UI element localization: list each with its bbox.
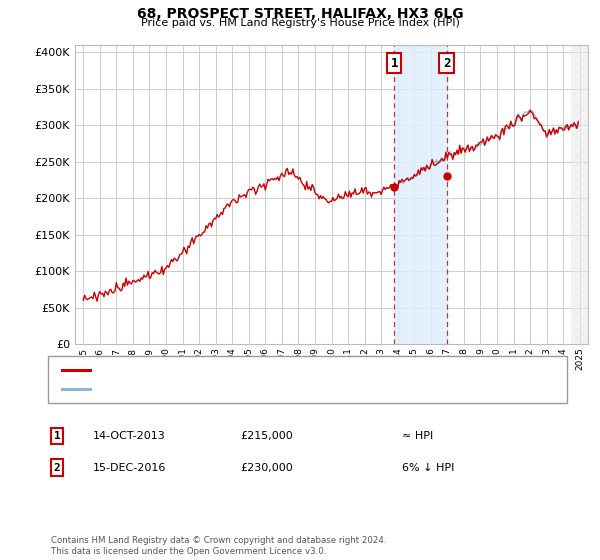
Text: 68, PROSPECT STREET, HALIFAX, HX3 6LG (detached house): 68, PROSPECT STREET, HALIFAX, HX3 6LG (d… <box>96 365 409 375</box>
Text: 68, PROSPECT STREET, HALIFAX, HX3 6LG: 68, PROSPECT STREET, HALIFAX, HX3 6LG <box>137 7 463 21</box>
Text: ≈ HPI: ≈ HPI <box>402 431 433 441</box>
Text: 1: 1 <box>53 431 61 441</box>
Text: 1: 1 <box>391 57 398 70</box>
Text: Price paid vs. HM Land Registry's House Price Index (HPI): Price paid vs. HM Land Registry's House … <box>140 18 460 28</box>
Text: HPI: Average price, detached house, Calderdale: HPI: Average price, detached house, Cald… <box>96 384 345 394</box>
Text: 6% ↓ HPI: 6% ↓ HPI <box>402 463 454 473</box>
Text: £230,000: £230,000 <box>240 463 293 473</box>
Text: 2: 2 <box>443 57 451 70</box>
Bar <box>394 45 446 344</box>
Text: £215,000: £215,000 <box>240 431 293 441</box>
Text: 15-DEC-2016: 15-DEC-2016 <box>93 463 166 473</box>
Bar <box>571 45 588 344</box>
Text: Contains HM Land Registry data © Crown copyright and database right 2024.
This d: Contains HM Land Registry data © Crown c… <box>51 536 386 556</box>
Text: 2: 2 <box>53 463 61 473</box>
Text: 14-OCT-2013: 14-OCT-2013 <box>93 431 166 441</box>
